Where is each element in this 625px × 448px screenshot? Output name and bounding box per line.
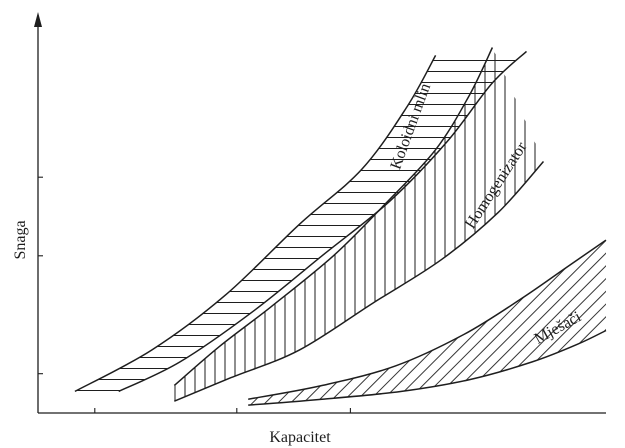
axes — [34, 12, 606, 414]
band-upper-curve-koloidni-mlin — [74, 55, 437, 393]
y-axis-title: Snaga — [12, 220, 29, 259]
y-axis-arrow — [34, 12, 42, 27]
band-fill-homogenizator — [174, 47, 544, 402]
x-ticks — [94, 408, 351, 413]
bands — [74, 47, 607, 406]
band-lower-curve-homogenizator — [174, 161, 545, 402]
y-ticks — [38, 176, 43, 375]
x-axis-title: Kapacitet — [269, 429, 331, 446]
band-lower-curve-mjesaci — [248, 329, 607, 406]
band-fill-mjesaci — [248, 240, 606, 406]
band-fill-koloidni-mlin — [74, 51, 527, 392]
band-upper-curve-homogenizator — [173, 47, 494, 387]
band-upper-curve-mjesaci — [248, 239, 607, 400]
